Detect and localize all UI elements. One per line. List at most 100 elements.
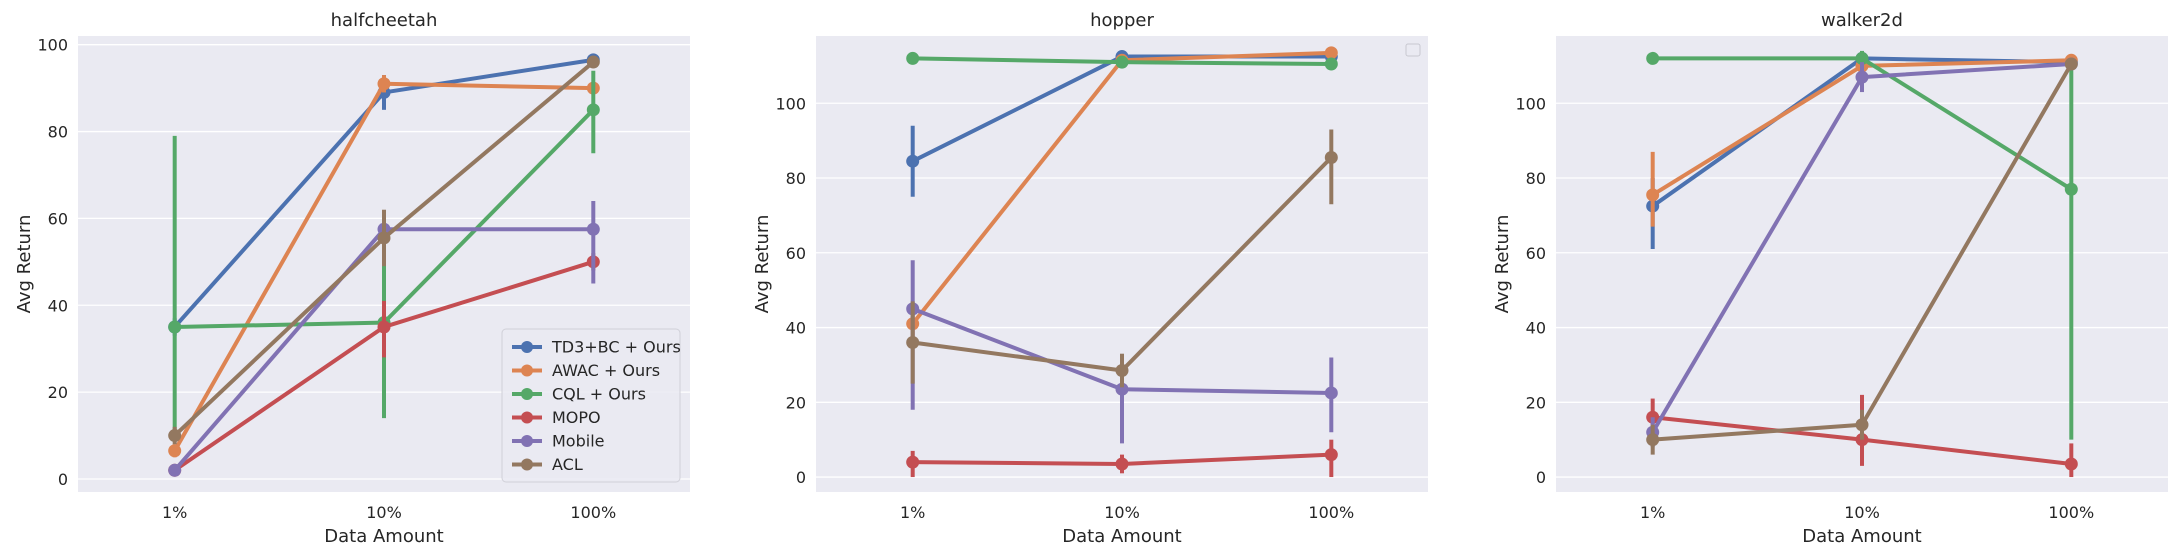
- legend-entry: TD3+BC + Ours: [512, 338, 681, 357]
- legend-swatch-marker: [521, 341, 533, 353]
- x-tick-label: 1%: [162, 503, 187, 522]
- y-tick-label: 100: [775, 94, 806, 113]
- data-point: [1115, 457, 1129, 471]
- legend-swatch-marker: [521, 411, 533, 424]
- data-point: [377, 231, 391, 245]
- x-axis-label: Data Amount: [1062, 526, 1181, 547]
- x-tick-label: 100%: [570, 503, 616, 522]
- data-point: [1646, 51, 1660, 65]
- x-tick-label: 10%: [1844, 503, 1880, 522]
- y-tick-label: 0: [1536, 468, 1546, 487]
- legend-entry: MOPO: [512, 408, 601, 427]
- y-tick-label: 100: [1515, 94, 1546, 113]
- legend-swatch-marker: [521, 458, 533, 471]
- panel-title: walker2d: [1821, 10, 1903, 31]
- x-tick-label: 1%: [1640, 503, 1665, 522]
- legend-label: AWAC + Ours: [552, 361, 660, 380]
- data-point: [168, 444, 182, 458]
- data-point: [906, 154, 920, 168]
- data-point: [377, 320, 391, 334]
- series-awac-ours: [168, 75, 600, 458]
- data-point: [1646, 188, 1660, 202]
- data-point: [168, 463, 182, 477]
- legend-entry: CQL + Ours: [512, 385, 646, 404]
- panel-title: hopper: [1090, 10, 1154, 31]
- panel-halfcheetah: 0 20 40 60 80 100 1% 10% 100% halfcheetah Data Amo…: [14, 10, 690, 547]
- y-tick-label: 40: [48, 296, 68, 315]
- legend-label: MOPO: [552, 408, 601, 427]
- y-tick-label: 0: [796, 468, 806, 487]
- series-cql-ours: [906, 51, 1338, 71]
- data-point: [1115, 55, 1129, 69]
- data-point: [2064, 57, 2078, 71]
- y-tick-label: 20: [786, 393, 806, 412]
- y-tick-label: 40: [1526, 319, 1546, 338]
- legend-label: CQL + Ours: [552, 385, 646, 404]
- data-point: [1855, 418, 1869, 432]
- data-point: [168, 320, 182, 334]
- legend-entry: ACL: [512, 455, 583, 474]
- y-axis-label: Avg Return: [1492, 215, 1513, 314]
- data-point: [1115, 382, 1129, 396]
- data-point: [1324, 57, 1338, 71]
- x-tick-label: 100%: [1308, 503, 1354, 522]
- series-cql-ours: [1646, 50, 2078, 440]
- data-point: [1324, 448, 1338, 462]
- data-point: [1855, 51, 1869, 65]
- legend: TD3+BC + Ours AWAC + Ours CQL + Ours MOPO Mo…: [501, 328, 681, 483]
- data-point: [586, 55, 600, 69]
- legend-swatch-marker: [521, 388, 533, 400]
- data-point: [1855, 70, 1869, 84]
- y-tick-label: 80: [786, 169, 806, 188]
- y-tick-label: 20: [1526, 393, 1546, 412]
- data-point: [168, 429, 182, 443]
- y-tick-label: 80: [48, 123, 68, 142]
- data-point: [2064, 457, 2078, 471]
- panel-walker2d: 0 20 40 60 80 100 1% 10% 100% walker2d Data Amount…: [1492, 10, 2168, 547]
- series-mopo: [906, 439, 1338, 478]
- y-tick-label: 0: [58, 470, 68, 489]
- y-tick-label: 80: [1526, 169, 1546, 188]
- legend-swatch-marker: [521, 435, 533, 447]
- data-point: [586, 103, 600, 117]
- legend: [1405, 43, 1421, 57]
- data-point: [586, 222, 600, 236]
- series-acl: [1646, 57, 2078, 455]
- y-tick-label: 60: [786, 244, 806, 263]
- data-point: [1324, 386, 1338, 400]
- x-tick-label: 1%: [900, 503, 925, 522]
- y-axis-label: Avg Return: [14, 215, 35, 314]
- data-point: [906, 51, 920, 65]
- legend-entry: Mobile: [512, 432, 604, 451]
- y-tick-label: 100: [37, 36, 68, 55]
- y-axis-label: Avg Return: [752, 215, 773, 314]
- x-tick-label: 10%: [1104, 503, 1140, 522]
- x-tick-label: 10%: [366, 503, 402, 522]
- data-point: [1324, 150, 1338, 164]
- x-axis-label: Data Amount: [1802, 526, 1921, 547]
- data-point: [2064, 182, 2078, 196]
- data-point: [1324, 46, 1338, 60]
- y-tick-label: 60: [1526, 244, 1546, 263]
- legend-entry: AWAC + Ours: [512, 361, 660, 380]
- data-point: [906, 455, 920, 469]
- x-tick-label: 100%: [2048, 503, 2094, 522]
- panel-title: halfcheetah: [331, 10, 438, 31]
- data-point: [377, 77, 391, 91]
- data-point: [906, 335, 920, 349]
- y-tick-label: 60: [48, 209, 68, 228]
- series-acl: [906, 129, 1338, 388]
- y-tick-label: 20: [48, 383, 68, 402]
- legend-label: Mobile: [552, 432, 604, 451]
- data-point: [1115, 364, 1129, 378]
- x-axis-label: Data Amount: [324, 526, 443, 547]
- data-point: [1646, 433, 1660, 447]
- panel-hopper: 0 20 40 60 80 100 1% 10% 100% hopper Data Amount Av…: [752, 10, 1428, 547]
- legend-label: TD3+BC + Ours: [551, 338, 681, 357]
- legend-label: ACL: [552, 455, 583, 474]
- legend-frame: [501, 328, 681, 483]
- series-acl: [168, 55, 600, 445]
- y-tick-label: 40: [786, 319, 806, 338]
- legend-swatch-marker: [521, 364, 533, 377]
